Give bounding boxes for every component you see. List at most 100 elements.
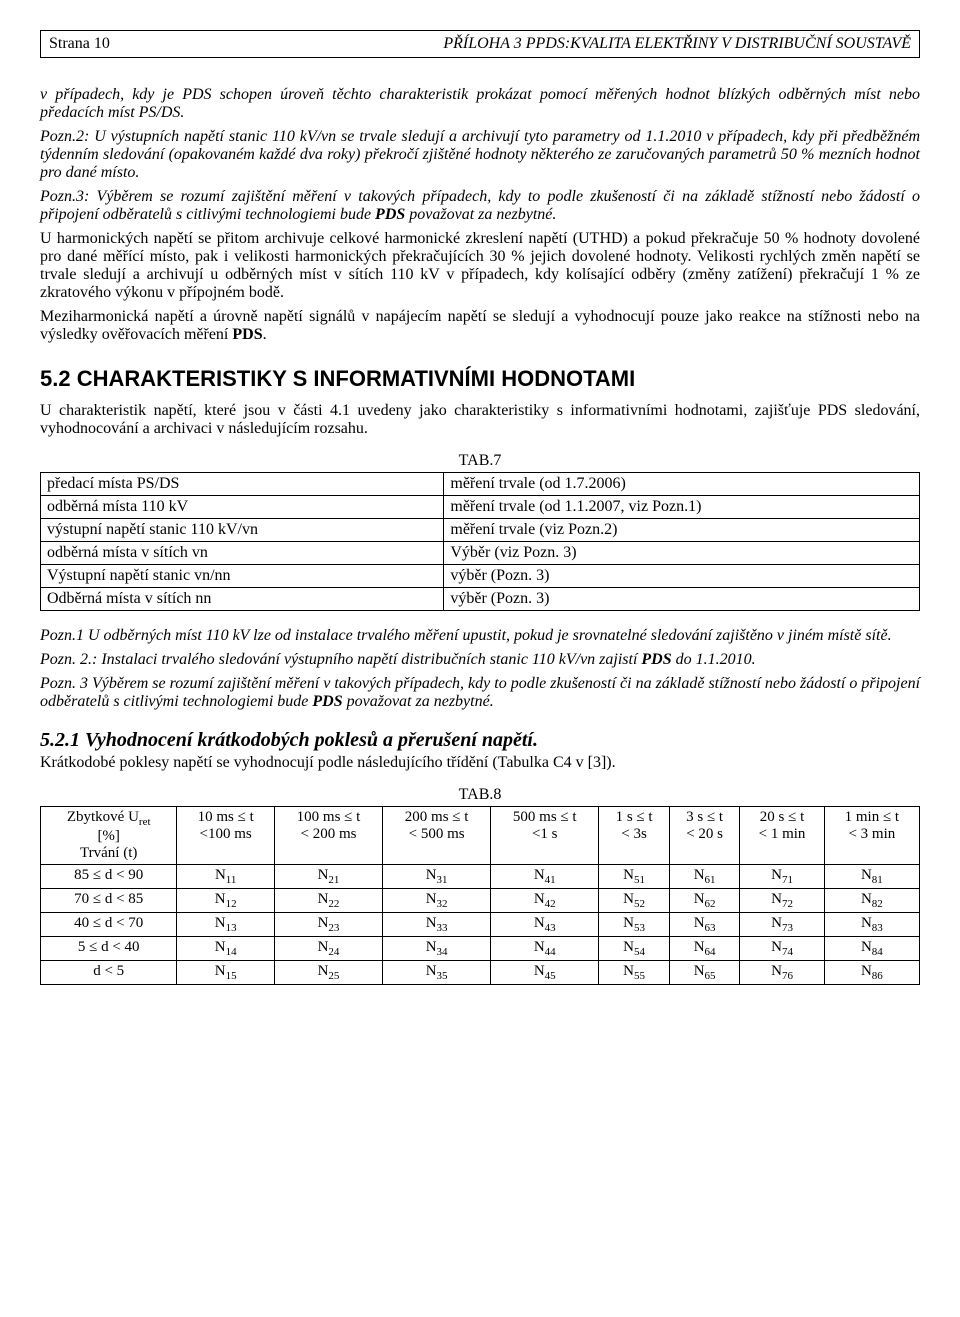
table-row: odběrná místa v sítích vnVýběr (viz Pozn… [41, 542, 920, 565]
col-l1: 500 ms ≤ t [513, 809, 577, 825]
n2-bold: PDS [641, 651, 671, 668]
body-paragraph-1: U harmonických napětí se přitom archivuj… [40, 230, 920, 302]
table-cell: měření trvale (viz Pozn.2) [444, 519, 920, 542]
tab8-col-header: 200 ms ≤ t< 500 ms [383, 807, 491, 865]
tab8-cell: N35 [383, 961, 491, 985]
col-l1: 20 s ≤ t [760, 809, 805, 825]
tab8-col-header: 1 s ≤ t< 3s [599, 807, 670, 865]
col-l2: <100 ms [200, 826, 252, 842]
tab8-cell: N86 [824, 961, 919, 985]
tab8-cell: N72 [740, 889, 824, 913]
tab8-cell: N64 [669, 937, 740, 961]
col-l1: 1 s ≤ t [616, 809, 653, 825]
col0-l2: [%] [97, 828, 120, 844]
table-8: Zbytkové Uret[%]Trvání (t)10 ms ≤ t<100 … [40, 806, 920, 985]
tab8-caption: TAB.8 [40, 786, 920, 804]
table-cell: měření trvale (od 1.7.2006) [444, 473, 920, 496]
col-l1: 1 min ≤ t [845, 809, 900, 825]
col0-l3: Trvání (t) [80, 845, 137, 861]
tab8-cell: N42 [491, 889, 599, 913]
tab8-cell: N52 [599, 889, 670, 913]
table-row: d < 5N15N25N35N45N55N65N76N86 [41, 961, 920, 985]
tab8-col-header: 500 ms ≤ t<1 s [491, 807, 599, 865]
n3-suffix: považovat za nezbytné. [343, 693, 494, 710]
tab8-row-header: 40 ≤ d < 70 [41, 913, 177, 937]
tab8-cell: N84 [824, 937, 919, 961]
tab8-cell: N24 [274, 937, 382, 961]
tab8-col-header: 20 s ≤ t< 1 min [740, 807, 824, 865]
tab8-cell: N55 [599, 961, 670, 985]
notes-pozn-2: Pozn. 2.: Instalaci trvalého sledování v… [40, 651, 920, 669]
n2-prefix: Pozn. 2.: Instalaci trvalého sledování v… [40, 651, 641, 668]
tab8-cell: N71 [740, 865, 824, 889]
body2-suffix: . [263, 326, 267, 343]
table-row: 70 ≤ d < 85N12N22N32N42N52N62N72N82 [41, 889, 920, 913]
tab8-cell: N21 [274, 865, 382, 889]
table-row: předací místa PS/DSměření trvale (od 1.7… [41, 473, 920, 496]
tab8-cell: N31 [383, 865, 491, 889]
table-row: Odběrná místa v sítích nnvýběr (Pozn. 3) [41, 588, 920, 611]
table-cell: Výstupní napětí stanic vn/nn [41, 565, 444, 588]
col-l2: < 500 ms [409, 826, 465, 842]
tab8-cell: N61 [669, 865, 740, 889]
table-cell: Odběrná místa v sítích nn [41, 588, 444, 611]
tab8-cell: N22 [274, 889, 382, 913]
col-l1: 3 s ≤ t [686, 809, 723, 825]
tab8-cell: N43 [491, 913, 599, 937]
notes-pozn-1: Pozn.1 U odběrných míst 110 kV lze od in… [40, 627, 920, 645]
tab8-col-header: 1 min ≤ t< 3 min [824, 807, 919, 865]
tab8-cell: N51 [599, 865, 670, 889]
tab7-caption: TAB.7 [40, 452, 920, 470]
tab8-cell: N12 [177, 889, 275, 913]
tab8-col-header: 10 ms ≤ t<100 ms [177, 807, 275, 865]
tab8-cell: N62 [669, 889, 740, 913]
notes-pozn-3: Pozn. 3 Výběrem se rozumí zajištění měře… [40, 675, 920, 711]
tab8-cell: N25 [274, 961, 382, 985]
tab8-cell: N41 [491, 865, 599, 889]
tab8-cell: N53 [599, 913, 670, 937]
tab8-cell: N14 [177, 937, 275, 961]
table-cell: odběrná místa 110 kV [41, 496, 444, 519]
page-number: Strana 10 [49, 35, 110, 53]
col-l2: < 1 min [759, 826, 806, 842]
tab8-cell: N65 [669, 961, 740, 985]
table-row: 5 ≤ d < 40N14N24N34N44N54N64N74N84 [41, 937, 920, 961]
tab8-cell: N23 [274, 913, 382, 937]
col-l2: < 3s [621, 826, 647, 842]
pozn-3: Pozn.3: Výběrem se rozumí zajištění měře… [40, 188, 920, 224]
table-row: odběrná místa 110 kVměření trvale (od 1.… [41, 496, 920, 519]
table-cell: výběr (Pozn. 3) [444, 588, 920, 611]
col-l2: < 200 ms [301, 826, 357, 842]
tab8-row-header: 5 ≤ d < 40 [41, 937, 177, 961]
tab8-cell: N13 [177, 913, 275, 937]
intro-note: v případech, kdy je PDS schopen úroveň t… [40, 86, 920, 122]
tab8-col-header: 3 s ≤ t< 20 s [669, 807, 740, 865]
n2-suffix: do 1.1.2010. [672, 651, 756, 668]
pozn3-bold: PDS [375, 206, 405, 223]
table-cell: výběr (Pozn. 3) [444, 565, 920, 588]
col-l2: < 20 s [686, 826, 723, 842]
document-title: PŘÍLOHA 3 PPDS:KVALITA ELEKTŘINY V DISTR… [130, 35, 911, 53]
section-5-2-heading: 5.2 CHARAKTERISTIKY S INFORMATIVNÍMI HOD… [40, 366, 920, 392]
col-l2: < 3 min [848, 826, 895, 842]
tab8-cell: N73 [740, 913, 824, 937]
section-5-2-intro: U charakteristik napětí, které jsou v čá… [40, 402, 920, 438]
table-cell: výstupní napětí stanic 110 kV/vn [41, 519, 444, 542]
tab8-cell: N15 [177, 961, 275, 985]
tab8-cell: N54 [599, 937, 670, 961]
col0-l1: Zbytkové U [67, 809, 139, 825]
table-7: předací místa PS/DSměření trvale (od 1.7… [40, 472, 920, 611]
pozn-2: Pozn.2: U výstupních napětí stanic 110 k… [40, 128, 920, 182]
tab8-row-header: 70 ≤ d < 85 [41, 889, 177, 913]
body2-prefix: Meziharmonická napětí a úrovně napětí si… [40, 308, 920, 343]
tab8-cell: N11 [177, 865, 275, 889]
tab8-cell: N83 [824, 913, 919, 937]
tab8-cell: N82 [824, 889, 919, 913]
table-row: výstupní napětí stanic 110 kV/vnměření t… [41, 519, 920, 542]
tab8-row-header: d < 5 [41, 961, 177, 985]
table-row: 85 ≤ d < 90N11N21N31N41N51N61N71N81 [41, 865, 920, 889]
tab8-cell: N44 [491, 937, 599, 961]
tab8-cell: N74 [740, 937, 824, 961]
tab8-row-header: 85 ≤ d < 90 [41, 865, 177, 889]
body2-bold: PDS [232, 326, 262, 343]
